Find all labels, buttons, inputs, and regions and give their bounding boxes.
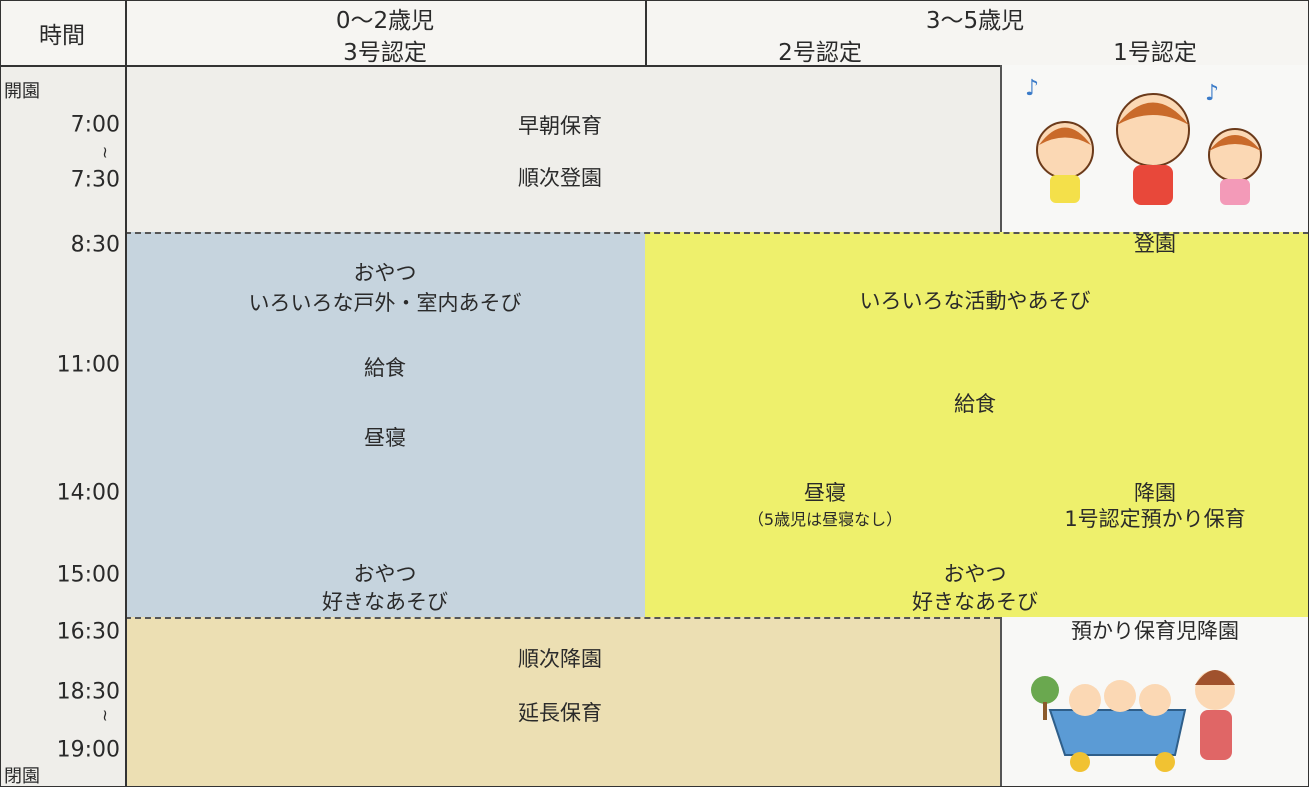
time-label: 14:00	[56, 480, 120, 506]
activity: いろいろな戸外・室内あそび	[248, 291, 522, 315]
activity: いろいろな活動やあそび	[859, 289, 1091, 313]
time-label: 8:30	[70, 232, 120, 258]
header-cert: 1号認定	[1113, 40, 1197, 66]
time-label: 11:00	[56, 352, 120, 378]
activity: 順次登園	[518, 166, 602, 190]
activity: おやつ	[353, 562, 417, 586]
divider	[125, 232, 1309, 234]
activity: 早朝保育	[518, 114, 602, 138]
time-label: ≀	[102, 705, 108, 725]
time-label: 閉園	[4, 766, 40, 787]
activity: 昼寝	[364, 426, 406, 450]
time-label: 開園	[4, 81, 40, 102]
activity: おやつ	[943, 562, 1007, 586]
activity-note: （5歳児は昼寝なし）	[747, 510, 903, 529]
infant-block	[125, 232, 645, 617]
time-label: 16:30	[56, 619, 120, 645]
activity: 好きなあそび	[912, 590, 1038, 614]
divider	[645, 0, 647, 65]
divider	[125, 0, 127, 787]
stroller-illustration	[1031, 670, 1235, 772]
activity: 降園	[1134, 481, 1176, 505]
time-label: 15:00	[56, 562, 120, 588]
time-label: 7:30	[70, 167, 120, 193]
activity: 給食	[364, 356, 406, 380]
time-label: 7:00	[70, 112, 120, 138]
activity: おやつ	[353, 261, 417, 285]
header-row	[0, 0, 1309, 67]
svg-text:♪: ♪	[1205, 81, 1219, 106]
header-cert: 3号認定	[343, 40, 427, 66]
header-age: 3〜5歳児	[925, 8, 1025, 34]
activity: 延長保育	[518, 701, 602, 725]
header-age: 0〜2歳児	[335, 8, 435, 34]
activity: 1号認定預かり保育	[1064, 507, 1246, 531]
activity: 昼寝	[804, 481, 846, 505]
divider	[125, 617, 1000, 619]
time-label: ≀	[102, 142, 108, 162]
activity: 預かり保育児降園	[1071, 619, 1239, 643]
header-time: 時間	[39, 23, 85, 49]
activity: 登園	[1134, 232, 1176, 256]
preschool-block	[645, 232, 1309, 617]
header-cert: 2号認定	[778, 40, 862, 66]
time-label: 18:30	[56, 679, 120, 705]
time-label: 19:00	[56, 737, 120, 763]
activity: 好きなあそび	[322, 590, 448, 614]
svg-text:♪: ♪	[1025, 76, 1039, 101]
activity: 順次降園	[518, 647, 602, 671]
activity: 給食	[954, 392, 996, 416]
kids-illustration: ♪ ♪	[1025, 76, 1262, 205]
evening-block	[125, 617, 1000, 787]
